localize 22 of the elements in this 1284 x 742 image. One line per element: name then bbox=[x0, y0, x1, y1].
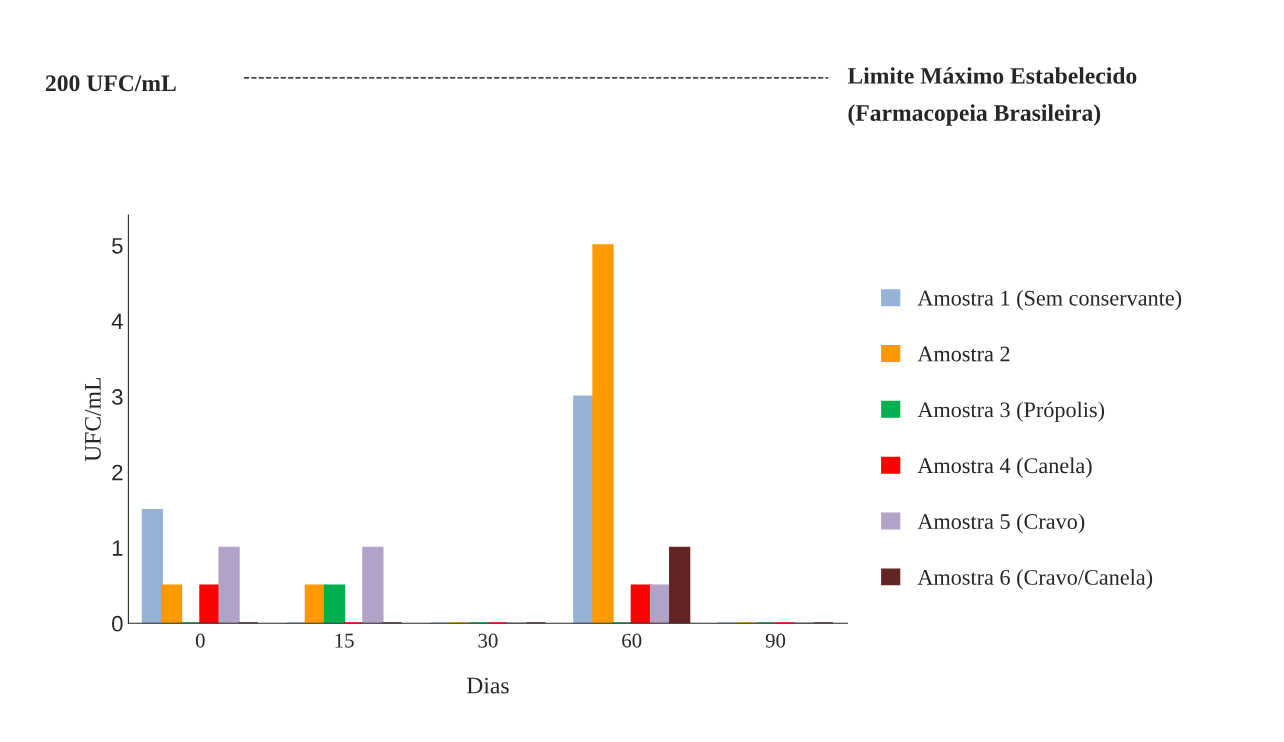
legend-label: Amostra 6 (Cravo/Canela) bbox=[917, 569, 1153, 590]
text: 200 UFC/mL bbox=[45, 75, 176, 92]
y-tick-label: 0 bbox=[112, 615, 123, 632]
x-tick-label: 30 bbox=[478, 633, 498, 648]
legend-label: Amostra 4 (Canela) bbox=[917, 457, 1092, 478]
text: Limite Máximo Estabelecido bbox=[847, 67, 1137, 84]
y-tick-label: 1 bbox=[112, 540, 123, 556]
y-tick-label: 2 bbox=[112, 464, 123, 481]
y-tick-label: 4 bbox=[111, 313, 123, 330]
x-tick-label: 0 bbox=[195, 633, 205, 648]
x-tick-label: 90 bbox=[765, 633, 786, 648]
legend-label: Amostra 5 (Cravo) bbox=[917, 513, 1085, 534]
x-tick-label: 60 bbox=[622, 633, 642, 648]
x-tick-label: 15 bbox=[335, 633, 354, 648]
y-tick-label: 5 bbox=[112, 238, 123, 254]
y-axis-title: UFC/mL bbox=[84, 378, 101, 462]
legend-label: Amostra 3 (Própolis) bbox=[917, 401, 1105, 422]
y-tick-label: 3 bbox=[112, 389, 123, 405]
text: (Farmacopeia Brasileira) bbox=[848, 104, 1101, 126]
x-axis-title: Dias bbox=[466, 677, 509, 694]
legend-label: Amostra 2 bbox=[917, 346, 1010, 362]
legend-label: Amostra 1 (Sem conservante) bbox=[917, 290, 1182, 311]
